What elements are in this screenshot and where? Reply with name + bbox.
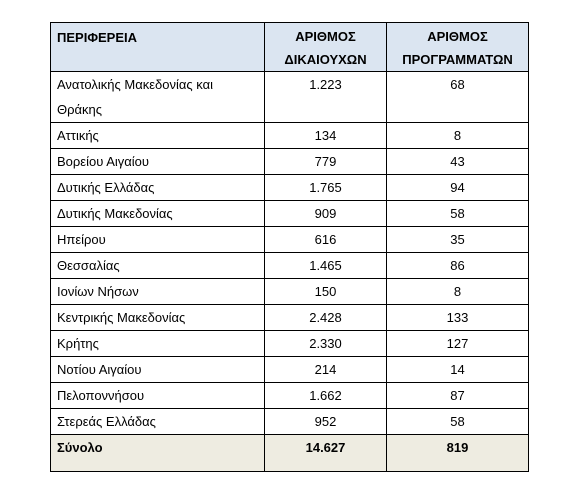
table-row: Ιονίων Νήσων 150 8 xyxy=(50,278,529,305)
region-cell: Δυτικής Ελλάδας xyxy=(50,174,265,201)
table-row: Κρήτης 2.330 127 xyxy=(50,330,529,357)
beneficiaries-cell: 214 xyxy=(264,356,387,383)
table-row: Κεντρικής Μακεδονίας 2.428 133 xyxy=(50,304,529,331)
programs-cell: 14 xyxy=(386,356,529,383)
header-beneficiaries-line2: ΔΙΚΑΙΟΥΧΩΝ xyxy=(284,52,367,67)
region-cell: Κρήτης xyxy=(50,330,265,357)
region-cell: Ιονίων Νήσων xyxy=(50,278,265,305)
beneficiaries-cell: 616 xyxy=(264,226,387,253)
region-cell: Αττικής xyxy=(50,122,265,149)
region-cell: Κεντρικής Μακεδονίας xyxy=(50,304,265,331)
table-row: Στερεάς Ελλάδας 952 58 xyxy=(50,408,529,435)
region-cell: Δυτικής Μακεδονίας xyxy=(50,200,265,227)
table-row: Πελοποννήσου 1.662 87 xyxy=(50,382,529,409)
regions-table: ΠΕΡΙΦΕΡΕΙΑ ΑΡΙΘΜΟΣ ΔΙΚΑΙΟΥΧΩΝ ΑΡΙΘΜΟΣ ΠΡ… xyxy=(50,22,529,472)
beneficiaries-cell: 1.765 xyxy=(264,174,387,201)
beneficiaries-cell: 779 xyxy=(264,148,387,175)
programs-cell: 8 xyxy=(386,122,529,149)
programs-cell: 87 xyxy=(386,382,529,409)
total-label: Σύνολο xyxy=(50,434,265,472)
table-row: Θεσσαλίας 1.465 86 xyxy=(50,252,529,279)
beneficiaries-cell: 1.223 xyxy=(264,71,387,123)
programs-cell: 58 xyxy=(386,200,529,227)
programs-cell: 68 xyxy=(386,71,529,123)
beneficiaries-cell: 134 xyxy=(264,122,387,149)
table-body: Ανατολικής Μακεδονίας και Θράκης 1.223 6… xyxy=(50,71,529,435)
programs-cell: 43 xyxy=(386,148,529,175)
total-beneficiaries: 14.627 xyxy=(264,434,387,472)
header-beneficiaries: ΑΡΙΘΜΟΣ ΔΙΚΑΙΟΥΧΩΝ xyxy=(264,22,387,72)
table-row: Δυτικής Μακεδονίας 909 58 xyxy=(50,200,529,227)
beneficiaries-cell: 2.428 xyxy=(264,304,387,331)
region-cell: Νοτίου Αιγαίου xyxy=(50,356,265,383)
table-row: Ανατολικής Μακεδονίας και Θράκης 1.223 6… xyxy=(50,71,529,123)
table-footer: Σύνολο 14.627 819 xyxy=(50,434,529,472)
total-row: Σύνολο 14.627 819 xyxy=(50,434,529,472)
programs-cell: 127 xyxy=(386,330,529,357)
table-row: Αττικής 134 8 xyxy=(50,122,529,149)
region-cell: Πελοποννήσου xyxy=(50,382,265,409)
table-row: Νοτίου Αιγαίου 214 14 xyxy=(50,356,529,383)
header-programs-line1: ΑΡΙΘΜΟΣ xyxy=(427,29,488,44)
region-cell: Θεσσαλίας xyxy=(50,252,265,279)
region-cell: Ανατολικής Μακεδονίας και Θράκης xyxy=(50,71,265,123)
beneficiaries-cell: 2.330 xyxy=(264,330,387,357)
programs-cell: 58 xyxy=(386,408,529,435)
header-programs-line2: ΠΡΟΓΡΑΜΜΑΤΩΝ xyxy=(402,52,513,67)
total-programs: 819 xyxy=(386,434,529,472)
beneficiaries-cell: 909 xyxy=(264,200,387,227)
programs-cell: 86 xyxy=(386,252,529,279)
region-cell: Ηπείρου xyxy=(50,226,265,253)
beneficiaries-cell: 1.662 xyxy=(264,382,387,409)
programs-cell: 133 xyxy=(386,304,529,331)
programs-cell: 8 xyxy=(386,278,529,305)
table-row: Δυτικής Ελλάδας 1.765 94 xyxy=(50,174,529,201)
table-header: ΠΕΡΙΦΕΡΕΙΑ ΑΡΙΘΜΟΣ ΔΙΚΑΙΟΥΧΩΝ ΑΡΙΘΜΟΣ ΠΡ… xyxy=(50,22,529,72)
region-cell: Στερεάς Ελλάδας xyxy=(50,408,265,435)
beneficiaries-cell: 1.465 xyxy=(264,252,387,279)
region-cell: Βορείου Αιγαίου xyxy=(50,148,265,175)
header-row: ΠΕΡΙΦΕΡΕΙΑ ΑΡΙΘΜΟΣ ΔΙΚΑΙΟΥΧΩΝ ΑΡΙΘΜΟΣ ΠΡ… xyxy=(50,22,529,72)
table-row: Βορείου Αιγαίου 779 43 xyxy=(50,148,529,175)
header-programs: ΑΡΙΘΜΟΣ ΠΡΟΓΡΑΜΜΑΤΩΝ xyxy=(386,22,529,72)
header-region: ΠΕΡΙΦΕΡΕΙΑ xyxy=(50,22,265,72)
programs-cell: 35 xyxy=(386,226,529,253)
beneficiaries-cell: 150 xyxy=(264,278,387,305)
beneficiaries-cell: 952 xyxy=(264,408,387,435)
table-row: Ηπείρου 616 35 xyxy=(50,226,529,253)
header-beneficiaries-line1: ΑΡΙΘΜΟΣ xyxy=(295,29,356,44)
programs-cell: 94 xyxy=(386,174,529,201)
